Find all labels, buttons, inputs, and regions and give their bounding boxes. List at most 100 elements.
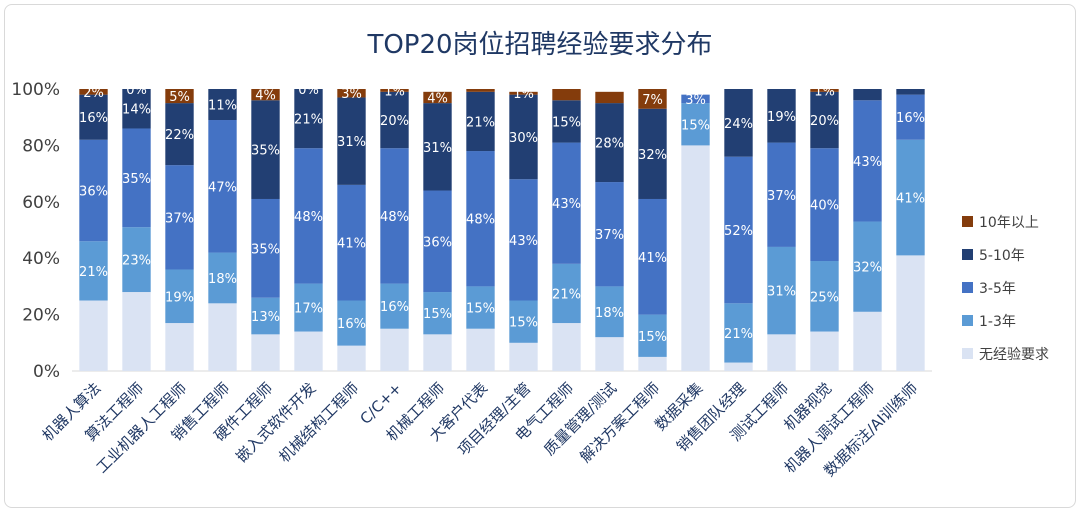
bar-segment	[810, 261, 839, 332]
data-label: 11%	[208, 99, 237, 114]
data-label: 36%	[79, 185, 108, 200]
data-label: 31%	[423, 141, 452, 156]
data-label: 52%	[724, 224, 753, 239]
bar-segment	[208, 252, 237, 304]
bar-segment	[337, 300, 366, 346]
bar-segment	[810, 91, 839, 149]
data-label: 48%	[380, 210, 409, 225]
bar-segment	[380, 91, 409, 149]
data-label: 41%	[638, 251, 667, 266]
bar-segment	[724, 156, 753, 304]
bar-segment	[423, 334, 452, 371]
bar-segment	[337, 345, 366, 371]
data-label: 20%	[380, 114, 409, 129]
bar-segment	[423, 292, 452, 335]
bar-segment	[208, 120, 237, 253]
bar-segment	[337, 89, 366, 98]
data-label: 0%	[126, 83, 147, 98]
data-label: 15%	[681, 118, 710, 133]
bar-segment	[552, 263, 581, 324]
bar-segment	[595, 337, 624, 371]
bar-segment	[251, 334, 280, 371]
bar-segment	[294, 148, 323, 284]
data-label: 21%	[552, 287, 581, 302]
legend-swatch	[962, 315, 973, 326]
data-label: 36%	[423, 235, 452, 250]
bar-segment	[380, 283, 409, 329]
bar-segment	[896, 139, 925, 256]
bar-segment	[294, 331, 323, 371]
bar-segment	[509, 94, 538, 180]
bar-segment	[853, 311, 882, 371]
bar-segment	[767, 89, 796, 143]
bar-segment	[294, 283, 323, 332]
bar-segment	[337, 184, 366, 301]
data-label: 4%	[255, 89, 276, 104]
bar-segment	[638, 89, 667, 109]
bar-segment	[423, 190, 452, 293]
data-label: 48%	[466, 213, 495, 228]
legend-swatch	[962, 249, 973, 260]
bar-segment	[423, 91, 452, 104]
data-label: 48%	[294, 210, 323, 225]
bar-segment	[122, 128, 151, 228]
y-tick-label: 20%	[22, 306, 60, 326]
bar-segment	[595, 103, 624, 183]
data-label: 16%	[380, 300, 409, 315]
legend-label: 无经验要求	[979, 347, 1049, 363]
data-label: 22%	[165, 128, 194, 143]
data-label: 5%	[169, 90, 190, 105]
data-label: 25%	[810, 290, 839, 305]
bar-segment	[165, 165, 194, 270]
bar-segment	[251, 100, 280, 199]
bar-segment	[724, 89, 753, 157]
data-label: 21%	[466, 115, 495, 130]
legend-swatch	[962, 282, 973, 293]
data-label: 41%	[337, 237, 366, 252]
data-label: 7%	[642, 93, 663, 108]
bar-segment	[466, 151, 495, 287]
bar-segment	[509, 179, 538, 301]
data-label: 35%	[122, 172, 151, 187]
bar-segment	[509, 342, 538, 371]
data-label: 1%	[513, 87, 534, 102]
data-label: 18%	[595, 306, 624, 321]
bar-segment	[122, 89, 151, 129]
data-label: 41%	[896, 192, 925, 207]
y-tick-label: 60%	[22, 193, 60, 213]
data-label: 3%	[685, 93, 706, 108]
bar-segment	[810, 331, 839, 371]
bar-segment	[79, 89, 108, 95]
bar-segment	[165, 269, 194, 324]
bar-segment	[79, 241, 108, 301]
legend-label: 3-5年	[979, 281, 1016, 297]
bar-segment	[380, 89, 409, 92]
bar-segment	[251, 297, 280, 335]
bar-segment	[638, 108, 667, 199]
data-label: 0%	[298, 83, 319, 98]
data-label: 24%	[724, 117, 753, 132]
legend-label: 1-3年	[979, 314, 1016, 330]
bar-segment	[853, 89, 882, 101]
data-label: 15%	[638, 330, 667, 345]
data-label: 1%	[814, 84, 835, 99]
bar-segment	[79, 94, 108, 140]
data-label: 3%	[341, 87, 362, 102]
data-label: 15%	[552, 115, 581, 130]
bar-segment	[466, 91, 495, 152]
bar-segment	[853, 221, 882, 312]
data-label: 16%	[337, 317, 366, 332]
bar-segment	[595, 286, 624, 338]
data-label: 19%	[767, 110, 796, 125]
data-label: 16%	[896, 111, 925, 126]
bar-segment	[79, 300, 108, 371]
data-label: 15%	[509, 316, 538, 331]
bar-segment	[380, 328, 409, 371]
data-label: 16%	[79, 111, 108, 126]
bar-segment	[810, 148, 839, 262]
data-label: 18%	[208, 272, 237, 287]
data-label: 2%	[83, 86, 104, 101]
bar-segment	[423, 103, 452, 191]
legend-label: 10年以上	[979, 215, 1039, 231]
bar-segment	[552, 100, 581, 143]
